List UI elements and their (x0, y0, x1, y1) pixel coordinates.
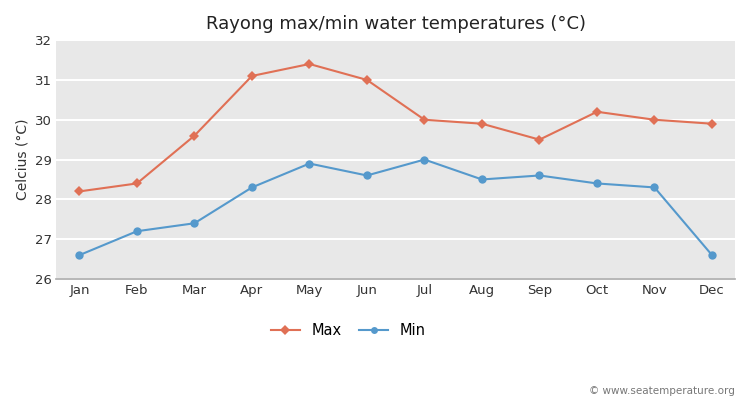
Max (75, 189, 84, 194)
Max (420, 117, 429, 122)
Line: Max: Max (76, 60, 716, 195)
Min (478, 177, 487, 182)
Y-axis label: Celcius (°C): Celcius (°C) (15, 119, 29, 200)
Max (248, 74, 256, 78)
Max (362, 78, 371, 82)
Max (650, 117, 659, 122)
Min (535, 173, 544, 178)
Legend: Max, Min: Max, Min (265, 317, 432, 344)
Max (133, 181, 142, 186)
Line: Min: Min (75, 155, 716, 259)
Min (190, 221, 199, 226)
Max (305, 62, 314, 66)
Min (650, 185, 659, 190)
Min (707, 253, 716, 258)
Min (248, 185, 256, 190)
Min (592, 181, 602, 186)
Min (75, 253, 84, 258)
Max (592, 109, 602, 114)
Text: © www.seatemperature.org: © www.seatemperature.org (590, 386, 735, 396)
Max (535, 137, 544, 142)
Max (190, 133, 199, 138)
Min (362, 173, 371, 178)
Max (478, 121, 487, 126)
Min (305, 161, 314, 166)
Min (133, 229, 142, 234)
Min (420, 157, 429, 162)
Max (707, 121, 716, 126)
Title: Rayong max/min water temperatures (°C): Rayong max/min water temperatures (°C) (206, 15, 586, 33)
